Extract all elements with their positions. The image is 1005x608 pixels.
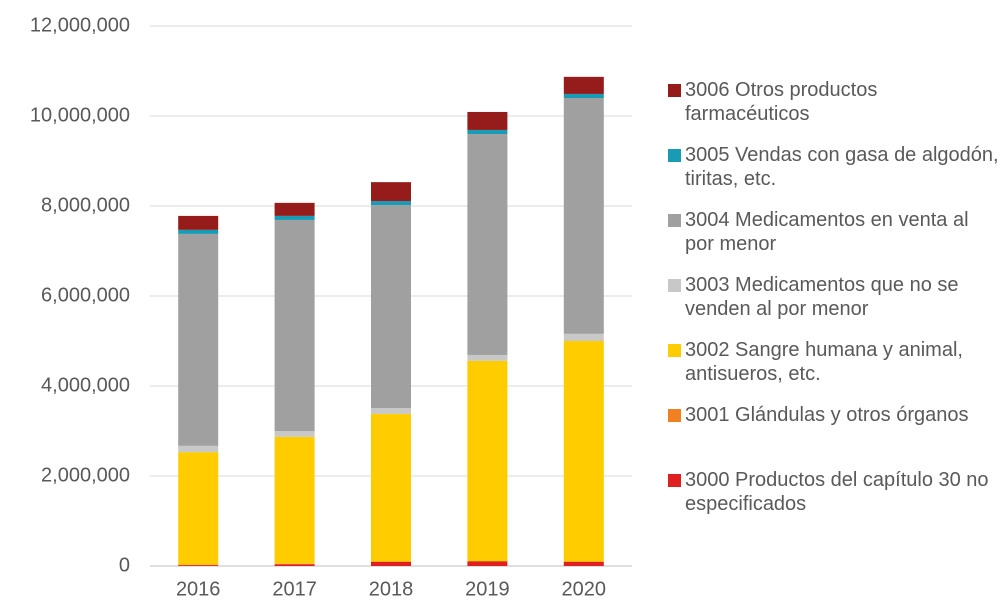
bar-segment bbox=[564, 341, 604, 562]
legend-item: 3000 Productos del capítulo 30 no especi… bbox=[668, 468, 1002, 533]
legend-label: 3001 Glándulas y otros órganos bbox=[685, 403, 969, 427]
bar-segment bbox=[467, 134, 507, 355]
legend-item: 3003 Medicamentos que no se venden al po… bbox=[668, 273, 1002, 338]
y-tick-label: 4,000,000 bbox=[41, 374, 130, 396]
bar-segment bbox=[467, 361, 507, 561]
bar-segment bbox=[564, 562, 604, 566]
legend-label: 3004 Medicamentos en venta al por menor bbox=[685, 208, 1002, 256]
y-tick-label: 10,000,000 bbox=[30, 104, 130, 126]
bar-segment bbox=[178, 234, 218, 446]
legend-swatch bbox=[668, 474, 681, 487]
bar-segment bbox=[371, 414, 411, 562]
bar-segment bbox=[467, 562, 507, 567]
bar-segment bbox=[275, 203, 315, 216]
bar-segment bbox=[275, 220, 315, 431]
x-tick-label: 2016 bbox=[176, 578, 221, 600]
bar-segment bbox=[275, 564, 315, 566]
bar-segment bbox=[467, 355, 507, 361]
bar-segment bbox=[467, 130, 507, 134]
y-tick-label: 0 bbox=[119, 554, 130, 576]
bar-segment bbox=[178, 452, 218, 565]
legend-label: 3002 Sangre humana y animal, antisueros,… bbox=[685, 338, 1002, 386]
legend-item: 3002 Sangre humana y animal, antisueros,… bbox=[668, 338, 1002, 403]
bar-segment bbox=[371, 562, 411, 566]
bar-segment bbox=[371, 408, 411, 414]
x-tick-label: 2020 bbox=[562, 578, 607, 600]
y-tick-label: 6,000,000 bbox=[41, 284, 130, 306]
legend: 3006 Otros productos farmacéuticos 3005 V… bbox=[668, 78, 1002, 533]
x-tick-label: 2018 bbox=[369, 578, 414, 600]
bar-segment bbox=[564, 94, 604, 98]
legend-swatch bbox=[668, 409, 681, 422]
bar-segment bbox=[564, 334, 604, 341]
legend-swatch bbox=[668, 344, 681, 357]
legend-item: 3001 Glándulas y otros órganos bbox=[668, 403, 1002, 468]
bar-segment bbox=[178, 216, 218, 230]
bar-segment bbox=[371, 201, 411, 205]
legend-swatch bbox=[668, 149, 681, 162]
legend-label: 3005 Vendas con gasa de algodón, tiritas… bbox=[685, 143, 1002, 191]
legend-item: 3006 Otros productos farmacéuticos bbox=[668, 78, 1002, 143]
bar-segment bbox=[564, 77, 604, 94]
legend-swatch bbox=[668, 279, 681, 292]
legend-label: 3006 Otros productos farmacéuticos bbox=[685, 78, 1002, 126]
legend-item: 3005 Vendas con gasa de algodón, tiritas… bbox=[668, 143, 1002, 208]
bar-segment bbox=[178, 230, 218, 234]
y-tick-label: 2,000,000 bbox=[41, 464, 130, 486]
legend-label: 3000 Productos del capítulo 30 no especi… bbox=[685, 468, 1002, 516]
bar-segment bbox=[275, 431, 315, 437]
bar-segment bbox=[178, 565, 218, 566]
legend-swatch bbox=[668, 214, 681, 227]
x-tick-label: 2019 bbox=[465, 578, 510, 600]
x-tick-label: 2017 bbox=[272, 578, 317, 600]
bar-segment bbox=[564, 98, 604, 334]
legend-label: 3003 Medicamentos que no se venden al po… bbox=[685, 273, 1002, 321]
y-tick-label: 12,000,000 bbox=[30, 14, 130, 36]
bar-segment bbox=[371, 205, 411, 408]
bar-segment bbox=[275, 437, 315, 564]
bar-segment bbox=[467, 112, 507, 130]
legend-item: 3004 Medicamentos en venta al por menor bbox=[668, 208, 1002, 273]
y-tick-label: 8,000,000 bbox=[41, 194, 130, 216]
bar-segment bbox=[275, 216, 315, 220]
bar-segment bbox=[371, 182, 411, 201]
legend-swatch bbox=[668, 84, 681, 97]
bar-segment bbox=[178, 446, 218, 452]
